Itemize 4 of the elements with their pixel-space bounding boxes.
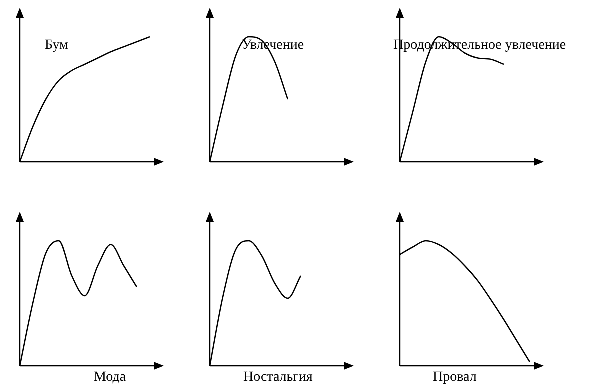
text: Мода xyxy=(94,370,126,386)
chart-title: Бум xyxy=(45,38,68,54)
text: Провал xyxy=(433,370,477,386)
text: Ностальгия xyxy=(244,370,313,386)
